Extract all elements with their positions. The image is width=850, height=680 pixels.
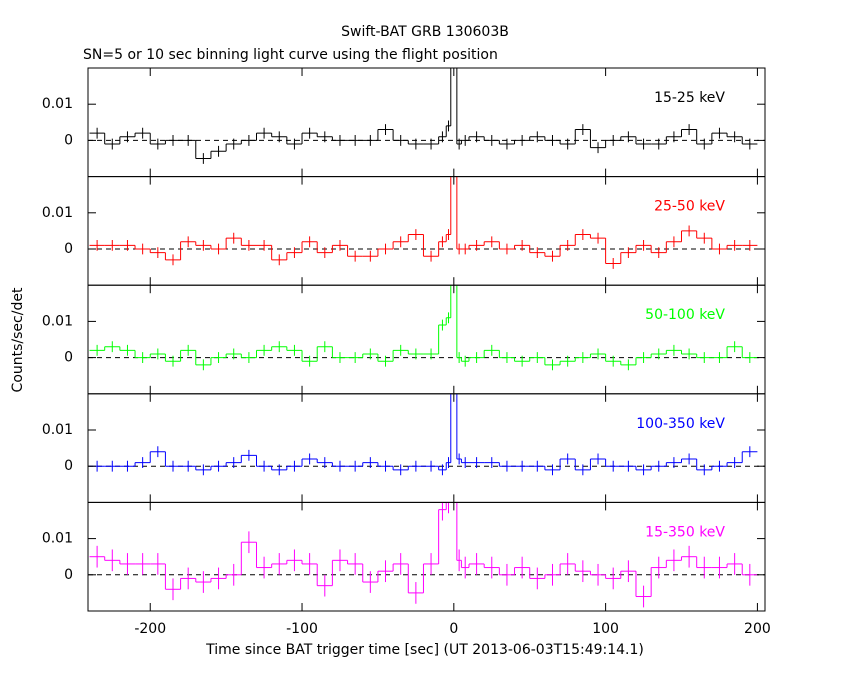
step-connector — [134, 176, 728, 264]
y-tick-label: 0 — [64, 567, 73, 583]
x-axis-label: Time since BAT trigger time [sec] (UT 20… — [205, 642, 644, 658]
chart-title: Swift-BAT GRB 130603B — [341, 24, 509, 40]
y-tick-label: 0.01 — [42, 531, 73, 547]
y-tick-label: 0.01 — [42, 313, 73, 329]
y-tick-label: 0 — [64, 458, 73, 474]
panel-label: 15-25 keV — [654, 90, 725, 106]
panel-plot — [89, 176, 758, 269]
y-tick-label: 0.01 — [42, 96, 73, 112]
y-tick-label: 0.01 — [42, 205, 73, 221]
chart-subtitle: SN=5 or 10 sec binning light curve using… — [83, 47, 498, 63]
step-connector — [104, 285, 743, 365]
y-tick-label: 0 — [64, 241, 73, 257]
panel-frame — [87, 176, 766, 286]
panel-label: 50-100 keV — [645, 307, 725, 323]
x-tick-label: 0 — [449, 621, 458, 637]
panel-frame — [87, 393, 766, 503]
panel-label: 15-350 keV — [645, 524, 725, 540]
panel-plot — [89, 502, 758, 608]
panel-frame — [87, 284, 766, 395]
step-connector — [134, 393, 743, 470]
x-tick-label: 100 — [592, 621, 619, 637]
panel-label: 25-50 keV — [654, 199, 725, 215]
x-tick-label: -200 — [134, 621, 166, 637]
panel-frame — [87, 67, 766, 178]
y-tick-label: 0 — [64, 132, 73, 148]
x-tick-label: 200 — [744, 621, 771, 637]
step-connector — [104, 502, 743, 597]
panel-plot — [89, 393, 758, 476]
y-tick-label: 0.01 — [42, 422, 73, 438]
x-tick-label: -100 — [286, 621, 318, 637]
panel-plot — [89, 68, 758, 164]
y-axis-label: Counts/sec/det — [10, 287, 26, 392]
panel-label: 100-350 keV — [636, 416, 725, 432]
y-tick-label: 0 — [64, 350, 73, 366]
panel-plot — [89, 285, 758, 371]
panel-frame — [87, 501, 766, 612]
